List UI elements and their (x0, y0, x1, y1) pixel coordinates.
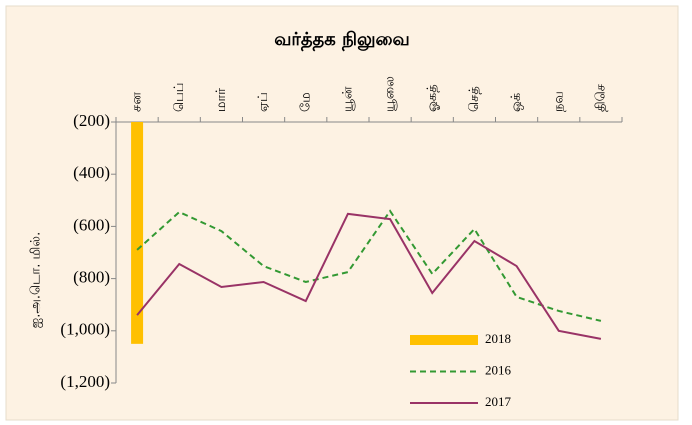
legend-swatch (410, 335, 478, 345)
line (136, 212, 602, 340)
chart-background (5, 5, 679, 421)
x-tick-label: நவ (551, 91, 566, 112)
x-tick-label: மே (298, 92, 313, 112)
x-tick-label: திசெ (593, 84, 608, 112)
y-tick-label: (600) (73, 215, 110, 234)
legend-label: 2017 (485, 394, 512, 409)
x-tick-label: மார் (214, 88, 229, 112)
chart-title: வர்த்தக நிலுவை (274, 29, 410, 52)
x-tick-label: ஏப் (256, 92, 271, 112)
bar (131, 122, 144, 344)
x-tick-label: சன (130, 92, 145, 112)
line (136, 209, 602, 322)
y-tick-label: (800) (73, 268, 110, 287)
y-tick-label: (400) (73, 163, 110, 182)
x-tick-label: செத் (467, 86, 482, 112)
legend-label: 2018 (485, 331, 511, 346)
y-axis-label: ஐ.அ.டொ. மில். (29, 232, 44, 328)
y-tick-label: (1,000) (60, 320, 110, 339)
y-tick-label: (1,200) (60, 372, 110, 391)
y-tick-label: (200) (73, 111, 110, 130)
x-tick-label: யூலை (383, 76, 398, 112)
x-tick-label: யூன் (340, 86, 355, 112)
legend-label: 2016 (485, 362, 512, 377)
x-tick-label: ஓகத் (425, 84, 440, 112)
x-tick-label: பெப் (172, 83, 187, 112)
x-tick-label: ஒக் (509, 93, 524, 112)
